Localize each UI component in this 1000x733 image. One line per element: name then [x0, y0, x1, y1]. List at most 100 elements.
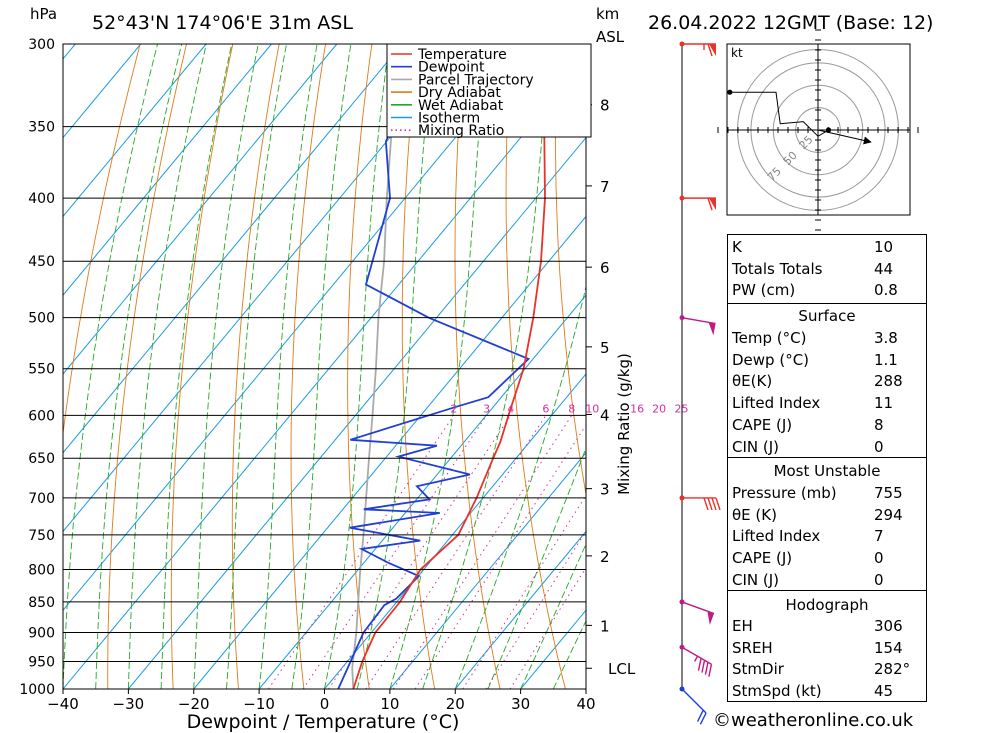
- pressure-tick-label: 950: [28, 655, 55, 671]
- index-label: θE(K): [732, 372, 773, 391]
- mixing-ratio-label: 3: [483, 402, 490, 415]
- legend-label: Isotherm: [418, 111, 480, 127]
- isotherm-line: [63, 58, 586, 689]
- temperature-tick-label: 30: [511, 695, 530, 713]
- wet-adiabat-line: [454, 284, 586, 689]
- mixing-ratio-labels: 2346810162025: [450, 402, 688, 415]
- dry-adiabat-line: [63, 44, 141, 437]
- altitude-tick-label: 3: [600, 481, 610, 499]
- legend-label: Dry Adiabat: [418, 85, 501, 101]
- index-row: StmSpd (kt) 45: [728, 681, 928, 703]
- dry-adiabat-line: [231, 44, 280, 689]
- most-unstable-table: Pressure (mb) 755 θE (K) 294 Lifted Index 7…: [728, 483, 928, 592]
- wind-barb-feather: [701, 660, 706, 673]
- legend-box: [386, 43, 592, 138]
- mixing-ratio-axis-label: Mixing Ratio (g/kg): [615, 353, 633, 495]
- pressure-tick-label: 450: [28, 254, 55, 270]
- isotherm-line: [63, 44, 534, 612]
- dry-adiabat-line: [170, 44, 234, 689]
- wind-barb-pennant: [709, 44, 716, 56]
- isotherm-line: [389, 451, 586, 689]
- index-label: Lifted Index: [732, 394, 821, 413]
- isotherm-line: [63, 44, 468, 533]
- index-row: CIN (J) 0: [728, 437, 928, 459]
- index-label: θE (K): [732, 505, 777, 524]
- index-value: 44: [874, 259, 894, 278]
- index-label: SREH: [732, 638, 773, 657]
- isotherm-line: [258, 294, 586, 689]
- index-value: 288: [874, 372, 903, 391]
- index-row: Lifted Index 11: [728, 393, 928, 415]
- surface-title: Surface: [798, 307, 856, 325]
- dry-adiabat-line: [928, 44, 1000, 689]
- index-row: K 10: [728, 237, 928, 259]
- index-value: 0: [874, 549, 884, 568]
- x-axis-label: Dewpoint / Temperature (°C): [187, 711, 460, 733]
- index-label: CAPE (J): [732, 415, 793, 434]
- isotherm-line: [63, 44, 142, 139]
- index-label: Pressure (mb): [732, 484, 837, 502]
- pressure-tick-label: 400: [28, 191, 55, 207]
- mixing-ratio-line: [392, 415, 573, 689]
- index-label: CIN (J): [732, 570, 780, 589]
- altitude-unit-asl: ASL: [596, 28, 625, 46]
- index-value: 154: [874, 638, 903, 657]
- index-label: StmSpd (kt): [732, 682, 822, 701]
- index-row: CAPE (J) 0: [728, 548, 928, 570]
- index-value: 0.8: [874, 281, 898, 300]
- index-label: K: [732, 238, 742, 256]
- mixing-ratio-label: 4: [507, 402, 514, 415]
- mixing-ratio-label: 2: [450, 402, 457, 415]
- datetime-title: 26.04.2022 12GMT (Base: 12): [648, 12, 933, 34]
- index-value: 755: [874, 484, 903, 502]
- pressure-tick-label: 700: [28, 491, 55, 507]
- pressure-tick-label: 650: [28, 451, 55, 467]
- index-row: θE(K) 288: [728, 371, 928, 393]
- legend-label: Temperature: [417, 47, 507, 63]
- wind-barb-feather: [715, 497, 721, 511]
- wind-barb-shaft: [681, 316, 716, 325]
- index-value: 282°: [874, 660, 911, 679]
- temperature-tick-label: 40: [576, 695, 595, 713]
- index-value: 306: [874, 617, 903, 635]
- hodograph-indices-table: EH 306 SREH 154 StmDir 282° StmSpd (kt) 45: [728, 616, 928, 703]
- pressure-tick-label: 850: [28, 595, 55, 611]
- mixing-ratio-label: 6: [542, 402, 549, 415]
- copyright-footer[interactable]: ©weatheronline.co.uk: [713, 710, 914, 731]
- mixing-ratio-line: [365, 415, 547, 689]
- altitude-tick-label: 7: [600, 178, 610, 196]
- wet-adiabat-line: [324, 44, 390, 689]
- hodograph-trace: [729, 91, 829, 137]
- pressure-tick-label: 1000: [19, 682, 55, 698]
- isotherm-line: [127, 136, 586, 689]
- hodograph-indices-title: Hodograph: [785, 596, 869, 614]
- altitude-tick-label: 6: [600, 259, 610, 277]
- wet-adiabat-line: [193, 44, 259, 689]
- temperature-tick-label: 20: [446, 695, 465, 713]
- altitude-tick-label: 8: [600, 97, 610, 115]
- altitude-tick-label: 2: [600, 548, 610, 566]
- index-label: EH: [732, 617, 753, 635]
- mixing-ratio-line: [302, 415, 488, 689]
- index-label: CIN (J): [732, 437, 780, 456]
- pressure-tick-label: 800: [28, 562, 55, 578]
- pressure-tick-label: 350: [28, 120, 55, 136]
- indices-top-table: K 10 Totals Totals 44 PW (cm) 0.8: [728, 237, 928, 302]
- mixing-ratio-label: 20: [652, 402, 666, 415]
- index-value: 7: [874, 527, 884, 546]
- index-label: Dewp (°C): [732, 350, 810, 369]
- index-row: CAPE (J) 8: [728, 415, 928, 437]
- index-value: 3.8: [874, 329, 898, 347]
- index-row: Dewp (°C) 1.1: [728, 350, 928, 372]
- altitude-unit-km: km: [596, 5, 619, 23]
- index-label: Lifted Index: [732, 527, 821, 546]
- index-value: 45: [874, 682, 894, 701]
- mixing-ratio-line: [509, 566, 586, 689]
- index-row: SREH 154: [728, 638, 928, 660]
- index-label: StmDir: [732, 660, 784, 679]
- wet-adiabat-line: [127, 44, 207, 689]
- temperature-tick-label: −20: [178, 695, 210, 713]
- location-title: 52°43'N 174°06'E 31m ASL: [92, 12, 353, 34]
